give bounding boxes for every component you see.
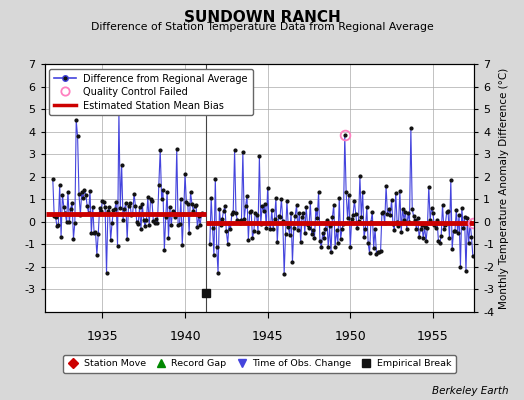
Text: 1950: 1950 (334, 330, 366, 343)
Text: Difference of Station Temperature Data from Regional Average: Difference of Station Temperature Data f… (91, 22, 433, 32)
Text: 1935: 1935 (86, 330, 118, 343)
Legend: Difference from Regional Average, Quality Control Failed, Estimated Station Mean: Difference from Regional Average, Qualit… (49, 69, 253, 115)
Text: 1945: 1945 (252, 330, 283, 343)
Text: 1955: 1955 (417, 330, 449, 343)
Text: SUNDOWN RANCH: SUNDOWN RANCH (183, 10, 341, 25)
Legend: Station Move, Record Gap, Time of Obs. Change, Empirical Break: Station Move, Record Gap, Time of Obs. C… (63, 355, 456, 373)
Text: 1940: 1940 (169, 330, 201, 343)
Y-axis label: Monthly Temperature Anomaly Difference (°C): Monthly Temperature Anomaly Difference (… (498, 67, 508, 309)
Text: Berkeley Earth: Berkeley Earth (432, 386, 508, 396)
